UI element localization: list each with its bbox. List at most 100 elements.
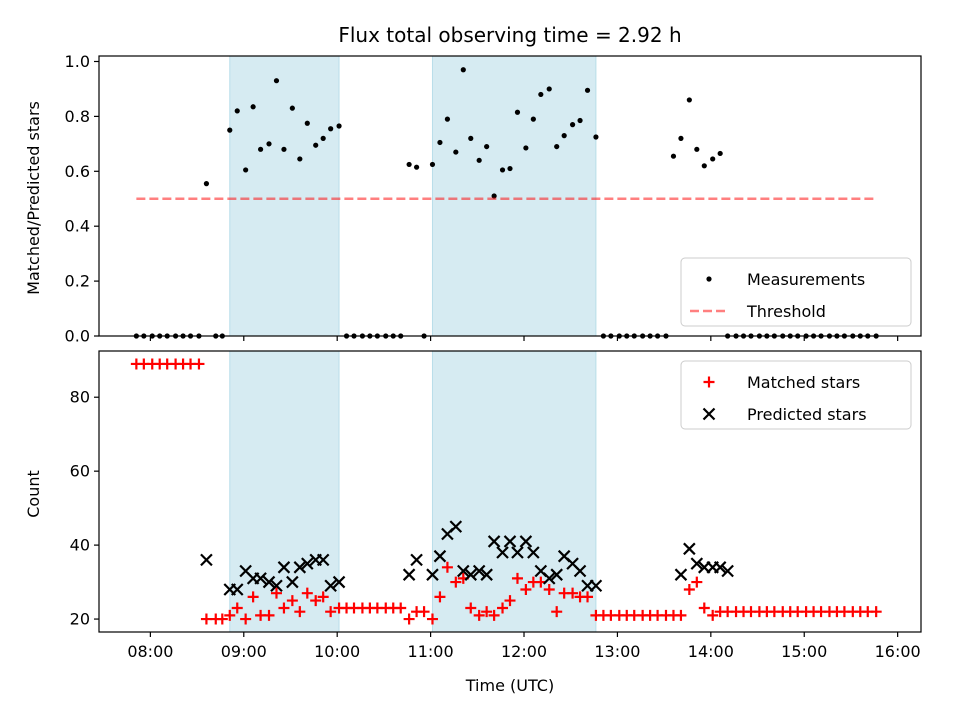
matched-star-point bbox=[497, 602, 509, 614]
predicted-star-point bbox=[721, 564, 734, 578]
top-y-tick-label: 0.2 bbox=[65, 272, 90, 291]
bottom-series-matched-stars bbox=[130, 358, 882, 625]
x-axis-label: Time (UTC) bbox=[465, 676, 554, 695]
measurement-point bbox=[273, 78, 280, 84]
predicted-star-point bbox=[550, 568, 563, 581]
top-y-tick-label: 0.6 bbox=[65, 162, 90, 181]
measurement-point bbox=[437, 139, 443, 146]
predicted-star-point bbox=[573, 564, 587, 578]
matched-star-point bbox=[488, 609, 500, 621]
measurement-point bbox=[406, 161, 412, 168]
top-panel: 0.0 0.2 0.4 0.6 0.8 1.0 Measurements Threshold bbox=[65, 52, 922, 346]
x-tick-label: 15:00 bbox=[781, 642, 827, 661]
x-tick-label: 13:00 bbox=[594, 642, 640, 661]
top-y-tick-label: 0.0 bbox=[65, 327, 90, 346]
matched-star-point bbox=[200, 613, 212, 625]
predicted-star-point bbox=[293, 561, 307, 574]
bottom-axes-frame bbox=[98, 350, 922, 633]
x-tick-label: 12:00 bbox=[501, 642, 547, 661]
matched-star-point bbox=[325, 606, 337, 618]
bottom-series-predicted-stars bbox=[200, 520, 734, 596]
measurement-point bbox=[444, 116, 451, 122]
legend-matched-swatch bbox=[703, 376, 715, 388]
matched-star-point bbox=[193, 358, 205, 370]
predicted-star-point bbox=[542, 572, 556, 585]
predicted-star-point bbox=[472, 564, 486, 578]
x-tick-label: 11:00 bbox=[408, 642, 454, 661]
predicted-star-point bbox=[200, 553, 213, 567]
predicted-star-point bbox=[464, 568, 478, 581]
measurement-point bbox=[453, 149, 459, 155]
measurement-point bbox=[234, 108, 240, 114]
measurement-point bbox=[546, 86, 552, 92]
predicted-star-point bbox=[674, 568, 688, 581]
measurement-point bbox=[694, 146, 700, 152]
measurement-point bbox=[569, 122, 576, 128]
bottom-shaded-interval-1 bbox=[431, 350, 597, 633]
predicted-star-point bbox=[519, 535, 533, 548]
measurement-point bbox=[266, 141, 272, 147]
matched-star-point bbox=[263, 609, 275, 621]
predicted-star-point bbox=[230, 583, 244, 596]
measurement-point bbox=[523, 145, 529, 151]
predicted-star-point bbox=[433, 549, 447, 563]
predicted-star-point bbox=[402, 568, 416, 581]
measurement-point bbox=[538, 91, 544, 98]
predicted-star-point bbox=[449, 520, 463, 533]
top-legend-box bbox=[680, 257, 912, 327]
top-y-tick-label: 0.8 bbox=[65, 107, 90, 126]
matched-star-point bbox=[294, 606, 306, 618]
matched-star-point bbox=[504, 595, 516, 607]
matched-star-point bbox=[395, 602, 407, 614]
top-shaded-interval-1 bbox=[431, 55, 597, 337]
measurement-point bbox=[313, 142, 319, 148]
bottom-shaded-interval-0 bbox=[229, 350, 340, 633]
predicted-star-point bbox=[487, 535, 501, 548]
measurement-point bbox=[554, 143, 560, 150]
measurement-point bbox=[336, 123, 342, 129]
matched-star-point bbox=[870, 606, 882, 618]
measurement-point bbox=[203, 181, 210, 187]
measurement-point bbox=[530, 116, 536, 122]
x-tick-label: 16:00 bbox=[875, 642, 921, 661]
x-tick-label: 09:00 bbox=[221, 642, 267, 661]
predicted-star-point bbox=[262, 575, 276, 589]
predicted-star-point bbox=[683, 542, 696, 556]
matched-star-point bbox=[450, 576, 462, 588]
measurement-point bbox=[250, 104, 256, 110]
top-legend: Measurements Threshold bbox=[680, 257, 912, 327]
bottom-y-axis-label: Count bbox=[24, 470, 43, 518]
predicted-star-point bbox=[324, 579, 337, 593]
measurement-point bbox=[320, 135, 326, 141]
x-tick-label: 14:00 bbox=[688, 642, 734, 661]
bottom-legend: Matched stars Predicted stars bbox=[680, 360, 912, 430]
measurement-point bbox=[593, 134, 599, 140]
matched-star-point bbox=[403, 613, 415, 625]
predicted-star-point bbox=[457, 564, 470, 578]
measurement-point bbox=[289, 105, 295, 111]
measurement-point bbox=[678, 135, 684, 141]
matched-star-point bbox=[675, 609, 687, 621]
measurement-point bbox=[717, 150, 723, 157]
top-axes-frame bbox=[98, 55, 922, 337]
measurement-point bbox=[499, 167, 506, 173]
matched-star-point bbox=[278, 602, 290, 614]
predicted-star-point bbox=[301, 557, 314, 570]
predicted-star-point bbox=[332, 575, 346, 589]
matched-star-point bbox=[224, 609, 236, 621]
measurement-point bbox=[701, 163, 707, 169]
predicted-star-point bbox=[426, 568, 439, 581]
matched-star-point bbox=[426, 613, 438, 625]
matched-star-point bbox=[216, 613, 228, 625]
legend-measurement-swatch bbox=[706, 276, 712, 282]
measurement-point bbox=[577, 117, 583, 124]
x-tick-label: 10:00 bbox=[314, 642, 360, 661]
measurement-point bbox=[476, 157, 482, 163]
matched-star-point bbox=[473, 609, 485, 621]
predicted-star-point bbox=[713, 561, 727, 574]
matched-star-point bbox=[691, 576, 703, 588]
matched-star-point bbox=[286, 595, 298, 607]
matched-star-point bbox=[240, 613, 252, 625]
predicted-star-point bbox=[496, 546, 509, 559]
